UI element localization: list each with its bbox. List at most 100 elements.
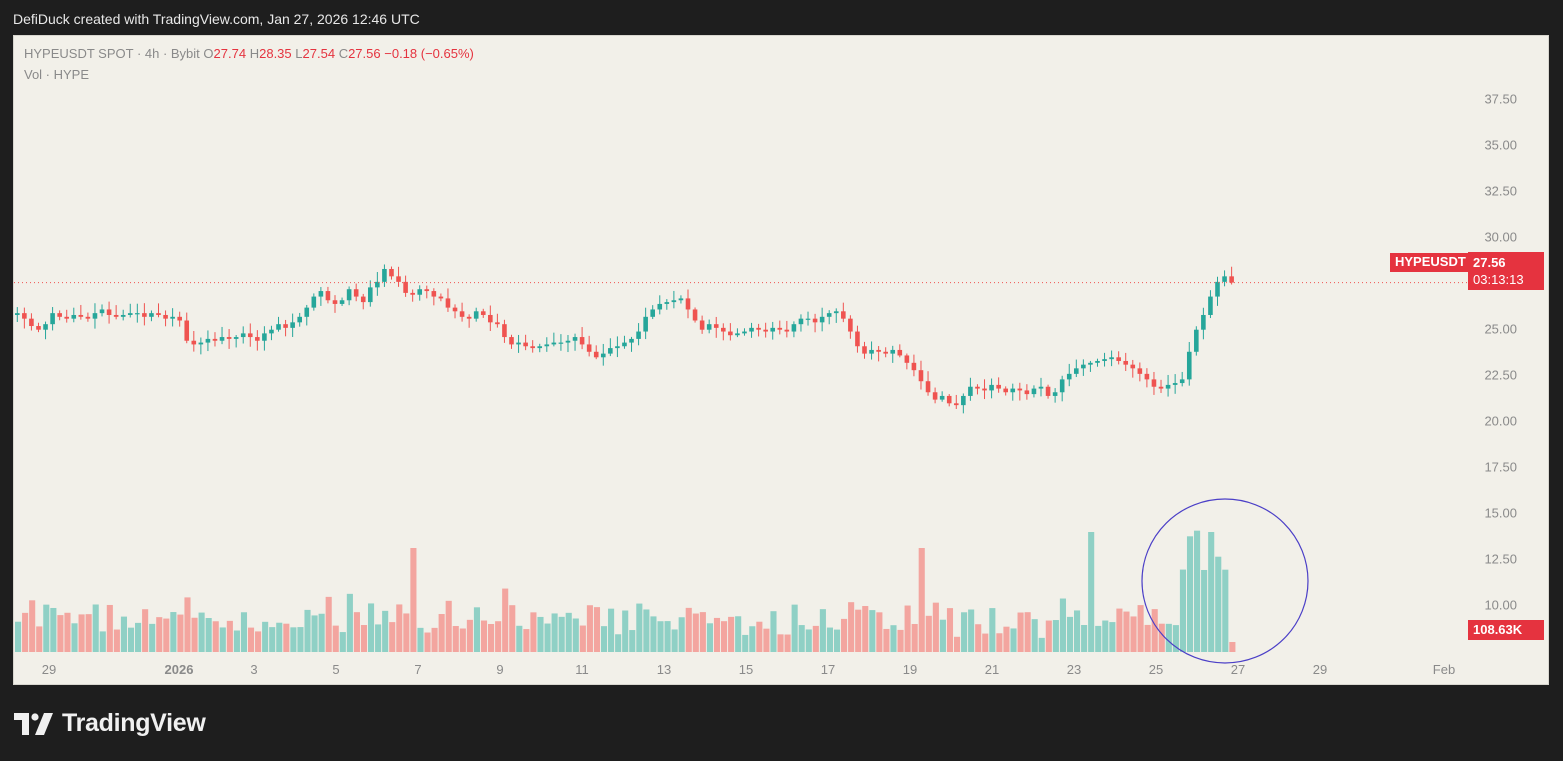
volume-bar — [1186, 536, 1194, 652]
candle-body — [368, 287, 373, 303]
volume-bar — [368, 603, 375, 652]
time-tick-label: 19 — [903, 662, 917, 677]
candle-body — [961, 395, 966, 406]
candle-body — [29, 318, 34, 327]
last-price-tag: 27.56 03:13:13 — [1468, 252, 1544, 290]
volume-bar — [819, 609, 826, 652]
candle-body — [713, 324, 719, 328]
volume-bar — [615, 634, 622, 652]
volume-bar — [1130, 616, 1137, 652]
volume-bar — [445, 600, 452, 652]
volume-bar — [537, 616, 544, 652]
legend-close-label: C — [338, 46, 349, 61]
volume-bar — [1179, 569, 1186, 652]
candle-body — [247, 333, 253, 338]
volume-bar — [657, 621, 664, 652]
volume-legend: Vol · HYPE — [24, 67, 90, 82]
volume-bar — [904, 605, 911, 652]
candle-body — [544, 344, 550, 347]
volume-bar — [262, 621, 269, 652]
legend-change: −0.18 (−0.65%) — [384, 46, 474, 61]
legend-symbol: HYPEUSDT SPOT · 4h · Bybit — [24, 46, 200, 61]
candle-body — [523, 342, 528, 347]
volume-bar — [855, 609, 862, 652]
candle-body — [968, 386, 973, 396]
candle-body — [904, 355, 910, 363]
volume-bar — [43, 604, 50, 652]
volume-bar — [1045, 620, 1052, 652]
volume-bar — [756, 621, 763, 652]
candle-body — [812, 318, 818, 323]
candle-body — [113, 314, 119, 317]
candle-body — [1102, 359, 1107, 361]
candle-body — [650, 309, 655, 317]
candle-body — [276, 324, 281, 330]
candle-body — [396, 276, 401, 282]
time-tick-label: 9 — [496, 662, 503, 677]
candle-body — [1179, 379, 1185, 384]
candle-body — [862, 346, 867, 354]
candle-body — [50, 313, 55, 325]
volume-bar — [283, 623, 290, 652]
candle-body — [1172, 383, 1178, 385]
candle-body — [304, 307, 310, 317]
volume-bar — [1109, 622, 1116, 652]
volume-bar — [64, 612, 71, 652]
volume-bar — [1088, 532, 1095, 652]
volume-bar — [325, 596, 332, 652]
volume-bar — [770, 611, 777, 652]
volume-bar — [311, 615, 318, 652]
volume-bar — [1031, 619, 1038, 652]
volume-bar — [473, 607, 480, 652]
candle-body — [226, 337, 232, 339]
candle-body — [1215, 281, 1220, 297]
price-tick-label: 37.50 — [1484, 92, 1517, 107]
candle-body — [1010, 388, 1016, 393]
candle-body — [1031, 388, 1037, 395]
price-tick-label: 10.00 — [1484, 598, 1517, 613]
candle-body — [1045, 386, 1051, 396]
candle-body — [459, 311, 465, 317]
volume-bar — [78, 614, 85, 652]
time-tick-label: 11 — [575, 662, 589, 677]
candle-body — [417, 289, 423, 295]
candle-body — [382, 268, 387, 282]
volume-bar — [890, 625, 897, 652]
legend-low: 27.54 — [302, 46, 336, 61]
volume-bar — [1201, 569, 1208, 652]
volume-bar — [332, 625, 339, 652]
volume-bar — [918, 548, 925, 652]
tradingview-logo[interactable]: TradingView — [14, 709, 206, 738]
price-tick-label: 30.00 — [1484, 230, 1517, 245]
volume-bar — [85, 614, 92, 652]
time-tick-label: 23 — [1067, 662, 1081, 677]
volume-bar — [389, 622, 396, 652]
time-tick-label: 27 — [1231, 662, 1245, 677]
volume-bar — [1222, 569, 1229, 652]
candle-body — [509, 337, 514, 345]
volume-bar — [375, 624, 382, 652]
volume-bar — [339, 632, 346, 652]
candle-body — [925, 381, 931, 393]
candle-body — [78, 314, 84, 317]
candle-body — [389, 268, 394, 277]
volume-bar — [1194, 530, 1201, 652]
volume-bar — [297, 627, 304, 652]
legend-high: 28.35 — [259, 46, 292, 61]
candle-body — [1123, 360, 1129, 365]
candle-body — [15, 313, 20, 315]
volume-bar — [629, 630, 636, 652]
volume-bar — [664, 621, 671, 652]
chart-area[interactable]: 37.5035.0032.5030.0027.5025.0022.5020.00… — [13, 35, 1549, 685]
candle-body — [212, 338, 218, 341]
volume-bar — [721, 621, 728, 652]
candle-body — [22, 313, 27, 319]
volume-bar — [1102, 620, 1109, 652]
candle-body — [219, 337, 225, 341]
time-tick-label: 2026 — [165, 662, 194, 677]
time-tick-label: 29 — [42, 662, 56, 677]
tradingview-logo-icon — [14, 712, 53, 735]
candle-body — [198, 342, 204, 345]
volume-bar — [318, 613, 325, 652]
candle-body — [819, 316, 825, 323]
